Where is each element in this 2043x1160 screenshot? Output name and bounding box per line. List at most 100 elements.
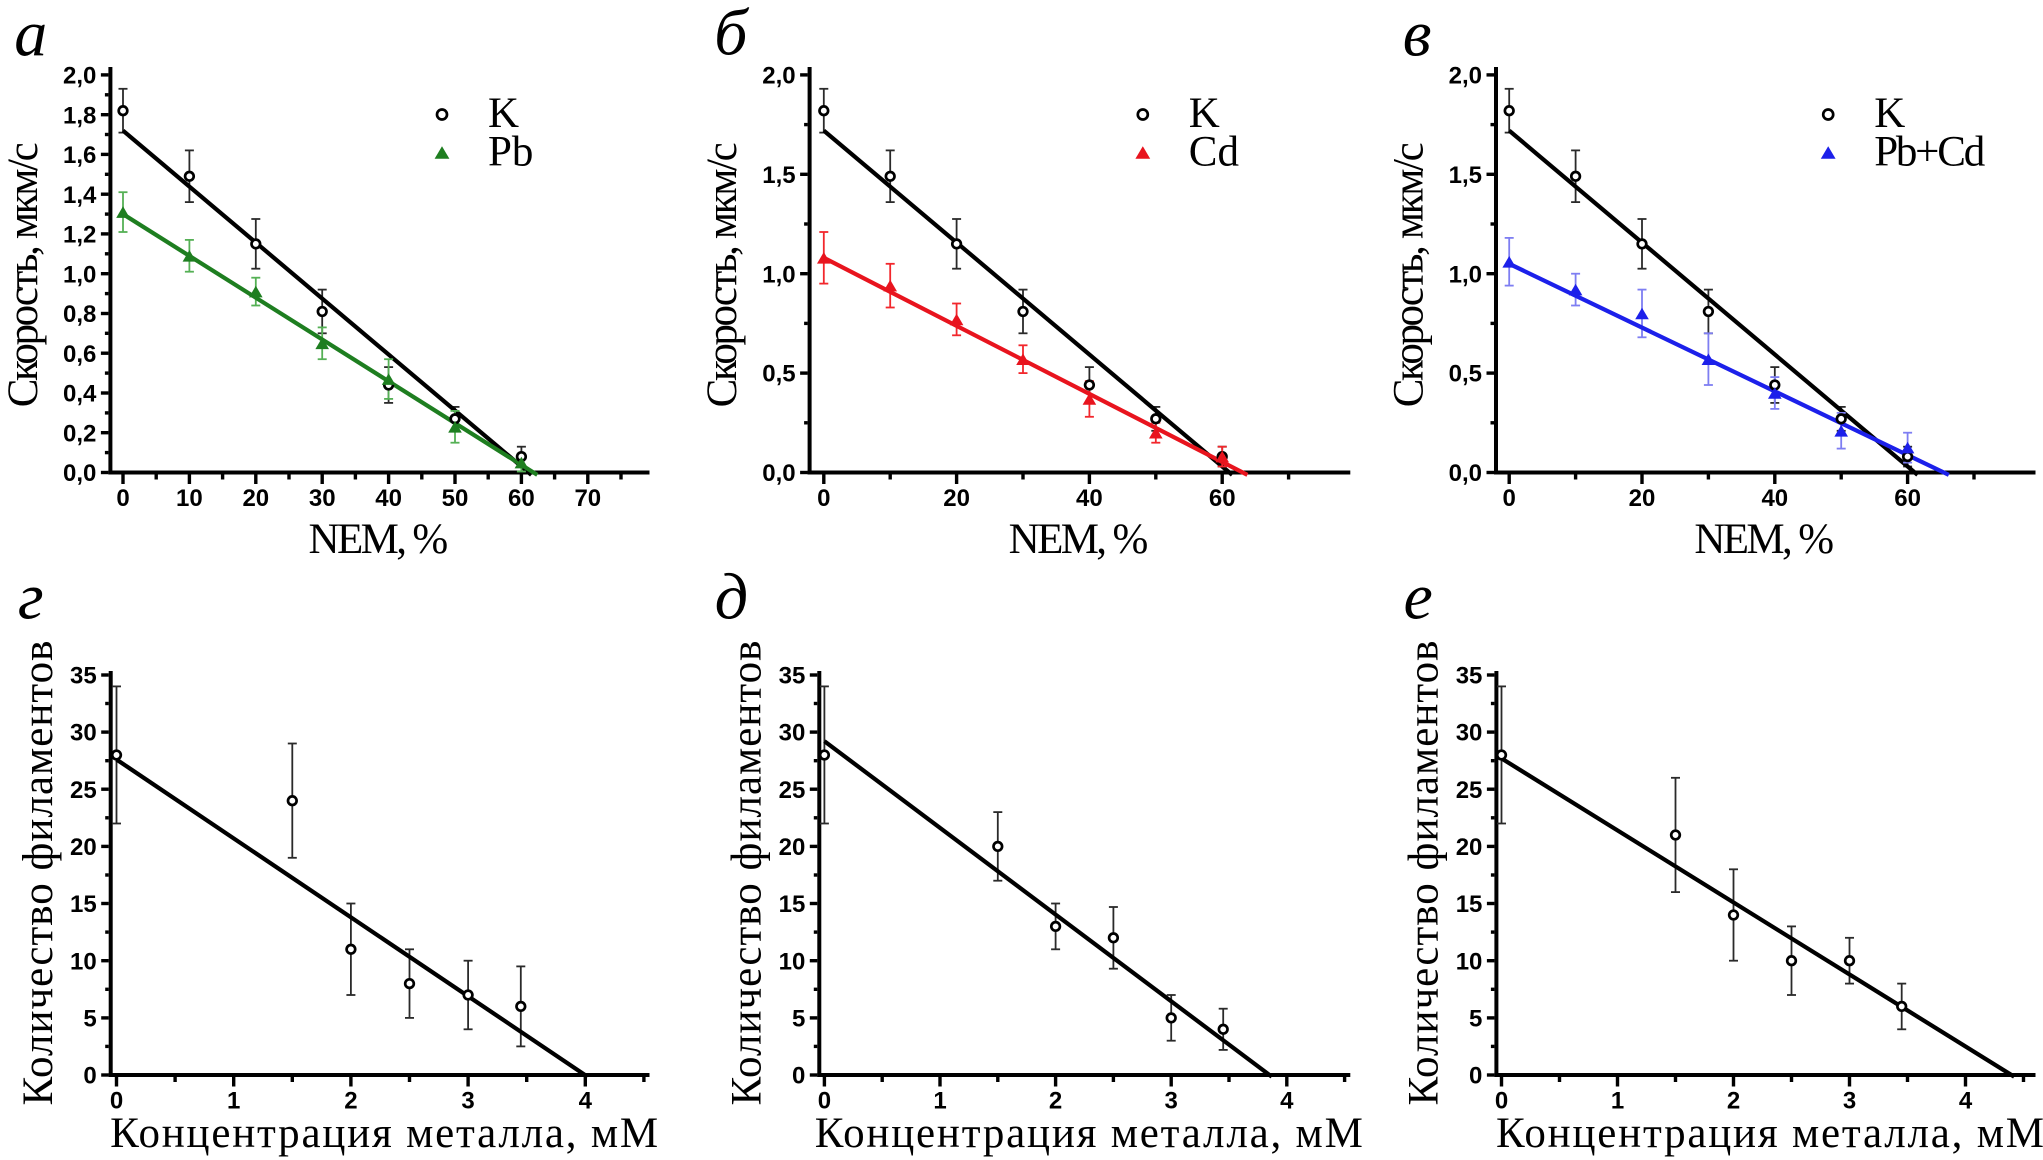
svg-text:Pb+Cd: Pb+Cd: [1874, 129, 1985, 176]
svg-text:60: 60: [508, 485, 535, 512]
svg-text:25: 25: [1456, 777, 1483, 804]
svg-text:30: 30: [309, 485, 336, 512]
svg-text:Скорость, мкм/с: Скорость, мкм/с: [699, 142, 746, 407]
svg-text:2: 2: [344, 1088, 357, 1115]
svg-text:1,5: 1,5: [1449, 162, 1482, 189]
svg-text:20: 20: [1629, 485, 1656, 512]
svg-text:в: в: [1403, 0, 1432, 70]
svg-text:30: 30: [779, 720, 806, 747]
svg-text:Концентрация металла, мМ: Концентрация металла, мМ: [110, 1110, 658, 1157]
svg-text:1,5: 1,5: [762, 162, 795, 189]
svg-text:K: K: [1874, 90, 1905, 137]
svg-text:NEM, %: NEM, %: [1694, 516, 1834, 563]
svg-text:0,0: 0,0: [1449, 460, 1482, 487]
svg-text:40: 40: [375, 485, 402, 512]
svg-text:10: 10: [70, 948, 97, 975]
svg-text:15: 15: [1456, 891, 1483, 918]
svg-text:2,0: 2,0: [63, 63, 96, 90]
svg-text:3: 3: [1843, 1088, 1856, 1115]
svg-text:Концентрация металла, мМ: Концентрация металла, мМ: [815, 1110, 1363, 1157]
svg-text:10: 10: [779, 948, 806, 975]
svg-text:40: 40: [1761, 485, 1788, 512]
svg-text:15: 15: [779, 891, 806, 918]
svg-text:20: 20: [242, 485, 269, 512]
svg-text:10: 10: [176, 485, 203, 512]
svg-text:1,4: 1,4: [63, 182, 97, 209]
svg-text:Pb: Pb: [488, 129, 533, 176]
svg-text:10: 10: [1456, 948, 1483, 975]
svg-text:0,0: 0,0: [63, 460, 96, 487]
svg-text:15: 15: [70, 891, 97, 918]
svg-text:40: 40: [1076, 485, 1103, 512]
svg-text:0,2: 0,2: [63, 420, 96, 447]
svg-text:20: 20: [1456, 834, 1483, 861]
svg-text:0,5: 0,5: [1449, 361, 1482, 388]
svg-text:1,2: 1,2: [63, 222, 96, 249]
svg-text:0: 0: [792, 1063, 805, 1090]
svg-text:20: 20: [70, 834, 97, 861]
svg-text:35: 35: [779, 663, 806, 690]
svg-text:0,5: 0,5: [762, 361, 795, 388]
svg-text:г: г: [18, 560, 44, 633]
svg-text:NEM, %: NEM, %: [1009, 516, 1149, 563]
svg-text:3: 3: [461, 1088, 474, 1115]
svg-text:20: 20: [779, 834, 806, 861]
svg-text:б: б: [714, 0, 749, 70]
svg-text:Скорость, мкм/с: Скорость, мкм/с: [1386, 142, 1433, 407]
svg-text:4: 4: [1959, 1088, 1973, 1115]
svg-text:0: 0: [1503, 485, 1516, 512]
svg-text:2: 2: [1727, 1088, 1740, 1115]
svg-text:2,0: 2,0: [1449, 63, 1482, 90]
svg-text:2: 2: [1049, 1088, 1062, 1115]
svg-text:3: 3: [1165, 1088, 1178, 1115]
svg-text:0,0: 0,0: [762, 460, 795, 487]
svg-text:4: 4: [1280, 1088, 1294, 1115]
svg-text:25: 25: [779, 777, 806, 804]
svg-text:0: 0: [1469, 1063, 1482, 1090]
svg-text:Количество филаментов: Количество филаментов: [15, 641, 62, 1106]
svg-text:70: 70: [574, 485, 601, 512]
svg-text:Количество филаментов: Количество филаментов: [1401, 641, 1448, 1106]
svg-text:1,0: 1,0: [762, 261, 795, 288]
svg-text:1: 1: [933, 1088, 946, 1115]
svg-text:60: 60: [1209, 485, 1236, 512]
svg-text:60: 60: [1894, 485, 1921, 512]
svg-text:0: 0: [83, 1063, 96, 1090]
svg-text:Cd: Cd: [1189, 129, 1239, 176]
svg-text:1: 1: [227, 1088, 240, 1115]
svg-text:K: K: [1189, 90, 1220, 137]
svg-text:25: 25: [70, 777, 97, 804]
svg-text:1,6: 1,6: [63, 142, 96, 169]
svg-text:5: 5: [83, 1006, 96, 1033]
svg-text:1,0: 1,0: [1449, 261, 1482, 288]
svg-text:0: 0: [818, 1088, 831, 1115]
svg-text:0: 0: [1495, 1088, 1508, 1115]
svg-text:30: 30: [70, 720, 97, 747]
svg-text:0,6: 0,6: [63, 341, 96, 368]
svg-text:2,0: 2,0: [762, 63, 795, 90]
svg-text:е: е: [1404, 560, 1433, 633]
svg-text:д: д: [715, 560, 748, 633]
svg-text:20: 20: [943, 485, 970, 512]
svg-text:Количество филаментов: Количество филаментов: [724, 641, 771, 1106]
svg-text:35: 35: [70, 663, 97, 690]
svg-text:50: 50: [442, 485, 469, 512]
svg-text:0: 0: [116, 485, 129, 512]
svg-text:0: 0: [110, 1088, 123, 1115]
svg-text:NEM, %: NEM, %: [309, 516, 449, 563]
svg-text:а: а: [14, 0, 47, 71]
svg-text:Скорость, мкм/с: Скорость, мкм/с: [0, 142, 47, 407]
svg-text:30: 30: [1456, 720, 1483, 747]
svg-text:0,8: 0,8: [63, 301, 96, 328]
svg-text:1,8: 1,8: [63, 102, 96, 129]
svg-text:1: 1: [1611, 1088, 1624, 1115]
svg-text:0,4: 0,4: [63, 381, 97, 408]
svg-text:Концентрация металла, мМ: Концентрация металла, мМ: [1496, 1110, 2043, 1157]
svg-text:0: 0: [817, 485, 830, 512]
svg-text:5: 5: [1469, 1006, 1482, 1033]
svg-text:5: 5: [792, 1006, 805, 1033]
svg-text:K: K: [488, 90, 519, 137]
svg-text:35: 35: [1456, 663, 1483, 690]
svg-text:4: 4: [579, 1088, 593, 1115]
svg-text:1,0: 1,0: [63, 261, 96, 288]
